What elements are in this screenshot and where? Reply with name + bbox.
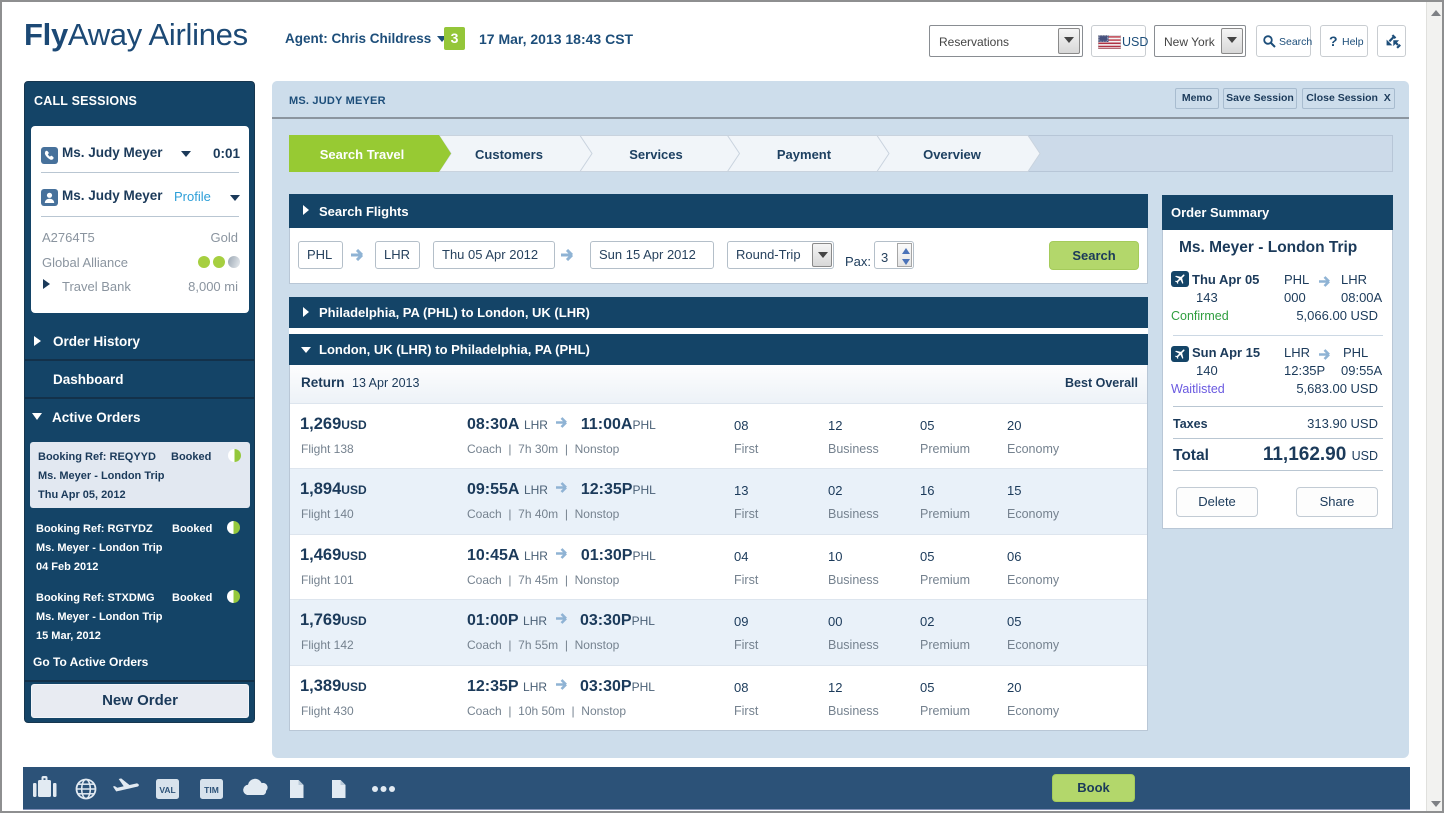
- svg-text:VAL: VAL: [159, 785, 175, 795]
- svg-text:Overview: Overview: [923, 147, 982, 162]
- svg-text:Search Travel: Search Travel: [320, 147, 405, 162]
- svg-text:Payment: Payment: [777, 147, 832, 162]
- svg-text:Services: Services: [629, 147, 683, 162]
- svg-text:TIM: TIM: [204, 785, 219, 795]
- svg-text:Customers: Customers: [475, 147, 543, 162]
